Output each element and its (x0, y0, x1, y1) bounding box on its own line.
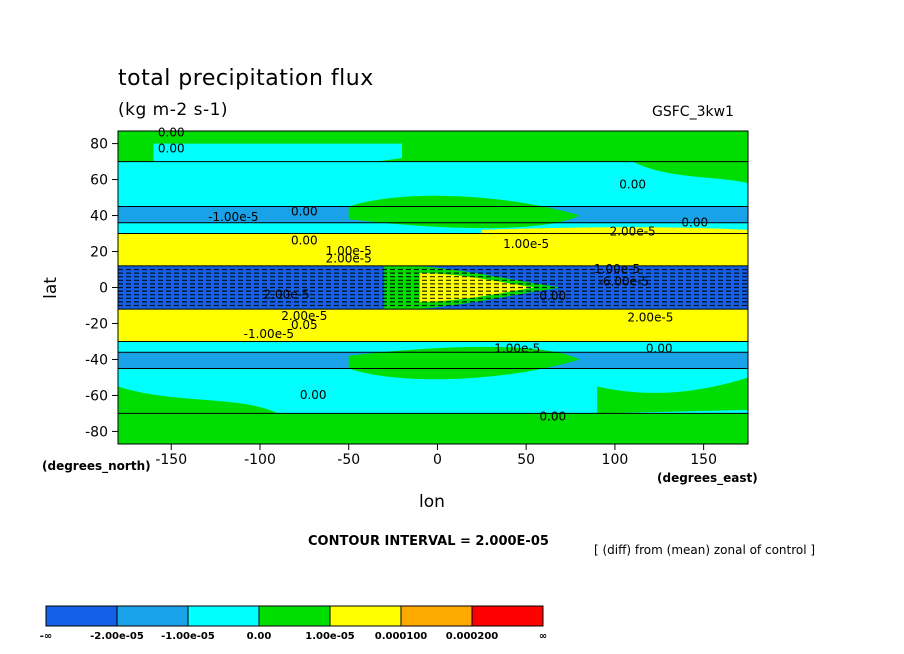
contour-label: 0.00 (300, 388, 327, 402)
y-tick-label: 20 (90, 245, 108, 261)
colorbar-swatch (187, 605, 260, 627)
x-axis-unit: (degrees_east) (657, 471, 758, 485)
field-blob (118, 386, 278, 414)
contour-label: -6.00e-5 (599, 275, 649, 289)
colorbar-swatch (116, 605, 189, 627)
x-tick-label: 150 (690, 452, 717, 468)
field-band (118, 233, 748, 266)
y-tick-label: 0 (99, 281, 108, 297)
y-tick-label: -60 (85, 388, 108, 404)
contour-label: 2.00e-5 (326, 251, 372, 265)
colorbar-label: 0.000200 (446, 631, 499, 642)
colorbar-label: ∞ (539, 631, 547, 642)
field-band (118, 222, 748, 234)
colorbar-label: -∞ (40, 631, 52, 642)
field-blob (597, 377, 748, 414)
contour-interval: CONTOUR INTERVAL = 2.000E-05 (308, 534, 549, 549)
plot-description: [ (diff) from (mean) zonal of control ] (594, 543, 816, 557)
contour-label: 2.00e-5 (281, 309, 327, 323)
contour-label: 0.00 (158, 125, 185, 139)
x-tick-label: 0 (433, 452, 442, 468)
contour-label: -1.00e-5 (244, 327, 294, 341)
contour-label: -1.00e-5 (590, 262, 640, 276)
colorbar-swatch (258, 605, 331, 627)
field-blob (153, 143, 402, 170)
field-band (118, 413, 748, 444)
y-tick-label: 80 (90, 137, 108, 153)
contour-label: 0.00 (291, 205, 318, 219)
x-tick-label: 100 (602, 452, 629, 468)
y-tick-label: -20 (85, 316, 108, 332)
contour-label: 0.00 (539, 289, 566, 303)
blob-layer (118, 143, 748, 414)
colorbar-swatch (45, 605, 118, 627)
field-blob (632, 157, 748, 184)
x-axis-label: lon (419, 492, 445, 512)
contour-label: 1.00e-5 (503, 237, 549, 251)
contour-label: 0.05 (291, 318, 318, 332)
colorbar-label: -2.00e-05 (90, 631, 144, 642)
colorbar-label: 0.000100 (375, 631, 428, 642)
contour-label: -1.00e-5 (208, 210, 258, 224)
axis-layer: -150 -100 -50 0 50 100 150 80 60 40 20 0 -20 -40 -60 -8… (85, 130, 749, 468)
contour-label: 0.00 (291, 233, 318, 247)
colorbar-label: 0.00 (247, 631, 272, 642)
contour-label: 2.00e-5 (610, 224, 656, 238)
contour-label: 2.00e-5 (627, 311, 673, 325)
chart-units: (kg m-2 s-1) (118, 100, 229, 120)
y-axis-unit: (degrees_north) (42, 459, 151, 473)
colorbar-label: 1.00e-05 (305, 631, 355, 642)
contour-layer (118, 130, 748, 414)
field-band (118, 341, 748, 353)
contour-label: 1.00e-5 (494, 341, 540, 355)
y-tick-label: 60 (90, 173, 108, 189)
model-name: GSFC_3kw1 (652, 104, 734, 120)
field-blob (543, 319, 748, 338)
contour-label: 0.00 (619, 178, 646, 192)
colorbar-swatch (471, 605, 544, 627)
colorbar-legend: -∞ -2.00e-05 -1.00e-05 0.00 1.00e-05 0.000100… (40, 605, 547, 642)
contour-label: 0.00 (158, 142, 185, 156)
x-tick-label: -50 (337, 452, 360, 468)
contour-label: 2.00e-5 (264, 287, 310, 301)
field-blob (348, 195, 580, 229)
chart-title: total precipitation flux (118, 66, 374, 91)
field-blob (348, 346, 580, 380)
y-tick-label: -40 (85, 352, 108, 368)
x-tick-label: 50 (517, 452, 535, 468)
x-tick-label: -100 (244, 452, 276, 468)
contour-label: 0.00 (539, 410, 566, 424)
contour-label: 1.00e-5 (326, 244, 372, 258)
y-tick-label: 40 (90, 209, 108, 225)
contour-label-layer: 0.000.00-1.00e-5 0.000.002.00e-51.00e-52.… (158, 125, 708, 423)
colorbar-swatch (400, 605, 473, 627)
x-tick-label: -150 (155, 452, 187, 468)
y-tick-label: -80 (85, 424, 108, 440)
colorbar-swatch (329, 605, 402, 627)
contour-label: 0.00 (646, 341, 673, 355)
colorbar-label: -1.00e-05 (161, 631, 215, 642)
contour-label: 0.00 (681, 215, 708, 229)
